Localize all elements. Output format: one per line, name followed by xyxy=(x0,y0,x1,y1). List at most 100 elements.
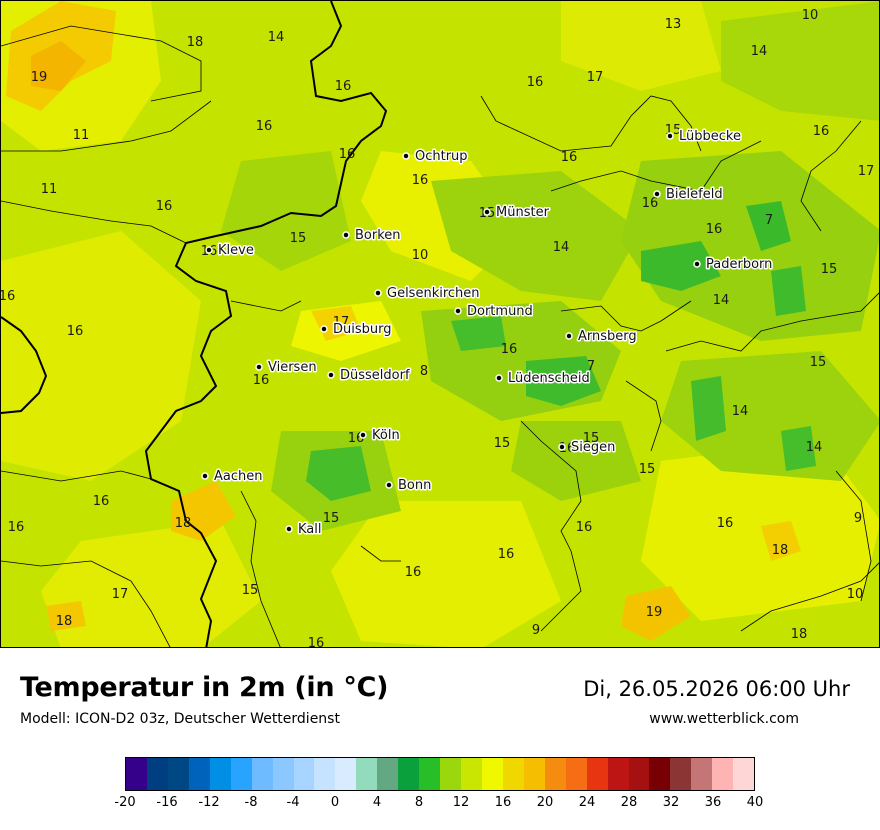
city-marker: Bielefeld xyxy=(653,186,724,204)
temperature-patches xyxy=(1,1,879,647)
legend-tick-label: -4 xyxy=(286,795,300,810)
legend-swatch xyxy=(377,758,399,790)
legend-swatch xyxy=(649,758,671,790)
map-value-label: 14 xyxy=(268,30,285,45)
map-value-label: 8 xyxy=(420,364,428,379)
map-value-label: 17 xyxy=(587,70,604,85)
city-dot xyxy=(374,289,382,297)
city-label: Münster xyxy=(496,205,550,220)
city-dot xyxy=(320,325,328,333)
map-value-label: 14 xyxy=(713,293,730,308)
city-dot xyxy=(201,472,209,480)
city-dot xyxy=(483,208,491,216)
map-value-label: 18 xyxy=(56,614,73,629)
city-marker: Viersen xyxy=(255,359,318,377)
city-marker: Paderborn xyxy=(693,256,774,274)
city-dot xyxy=(653,190,661,198)
map-values: 10 13 14 17 18 14 19 16 11 16 16 16 16 16 11 17 16 16 15 16… xyxy=(1,8,875,647)
map-value-label: 10 xyxy=(412,248,429,263)
city-label: Kall xyxy=(298,522,322,537)
website-link[interactable]: www.wetterblick.com xyxy=(649,711,799,727)
map-value-label: 14 xyxy=(732,404,749,419)
city-dot xyxy=(454,307,462,315)
city-label: Ochtrup xyxy=(415,149,468,164)
legend-tick-label: 28 xyxy=(620,795,638,810)
city-marker: Bonn xyxy=(385,477,433,495)
city-label: Kleve xyxy=(218,243,254,258)
city-marker: Ochtrup xyxy=(402,148,469,166)
map-value-label: 14 xyxy=(806,440,823,455)
legend-swatch xyxy=(335,758,357,790)
legend-swatch xyxy=(628,758,650,790)
legend-tick-label: 0 xyxy=(330,795,340,810)
legend-tick-label: 20 xyxy=(536,795,554,810)
map-value-label: 16 xyxy=(642,196,659,211)
map-value-label: 18 xyxy=(772,543,789,558)
map-value-label: 15 xyxy=(583,431,600,446)
city-label: Lüdenscheid xyxy=(508,371,590,386)
city-label: Viersen xyxy=(268,360,317,375)
legend-swatch xyxy=(691,758,713,790)
legend-tick-label: 36 xyxy=(704,795,722,810)
map-canvas: 10 13 14 17 18 14 19 16 11 16 16 16 16 16 11 17 16 16 15 16… xyxy=(1,1,879,647)
map-value-label: 16 xyxy=(498,547,515,562)
legend-tick-label: 24 xyxy=(578,795,596,810)
legend-swatch xyxy=(607,758,629,790)
map-value-label: 19 xyxy=(646,605,663,620)
legend-swatch xyxy=(712,758,734,790)
city-dot xyxy=(495,374,503,382)
city-marker: Lüdenscheid xyxy=(495,370,591,388)
city-dot xyxy=(285,525,293,533)
city-label: Lübbecke xyxy=(679,129,741,144)
map-value-label: 16 xyxy=(253,373,270,388)
city-marker: Köln xyxy=(359,427,401,445)
city-label: Düsseldorf xyxy=(340,368,410,383)
city-label: Gelsenkirchen xyxy=(387,286,480,301)
map-value-label: 15 xyxy=(821,262,838,277)
city-dot xyxy=(342,231,350,239)
city-label: Arnsberg xyxy=(578,329,637,344)
map-value-label: 16 xyxy=(93,494,110,509)
map-value-label: 16 xyxy=(156,199,173,214)
legend-swatch xyxy=(167,758,189,790)
legend-swatch xyxy=(188,758,210,790)
map-value-label: 16 xyxy=(717,516,734,531)
city-label: Köln xyxy=(372,428,400,443)
map-value-label: 16 xyxy=(813,124,830,139)
map-value-label: 13 xyxy=(665,17,682,32)
city-marker: Duisburg xyxy=(320,321,393,339)
legend-swatch xyxy=(251,758,273,790)
map-value-label: 14 xyxy=(751,44,768,59)
map-value-label: 17 xyxy=(858,164,875,179)
legend-swatch xyxy=(314,758,336,790)
city-dot xyxy=(402,152,410,160)
city-marker: Aachen xyxy=(201,468,264,486)
map-value-label: 9 xyxy=(854,511,862,526)
legend-swatch xyxy=(398,758,420,790)
legend-tick-label: 12 xyxy=(452,795,470,810)
city-dot xyxy=(666,132,674,140)
city-dot xyxy=(693,260,701,268)
legend-swatch xyxy=(440,758,461,790)
legend-swatch xyxy=(126,758,147,790)
map-value-label: 7 xyxy=(765,213,773,228)
legend-tick-label: -12 xyxy=(198,795,220,810)
legend-tick-label: -20 xyxy=(114,795,136,810)
map-value-label: 16 xyxy=(8,520,25,535)
city-marker: Kall xyxy=(285,521,323,539)
map-value-label: 16 xyxy=(412,173,429,188)
legend-tick-label: 32 xyxy=(662,795,680,810)
legend-tick-label: 4 xyxy=(372,795,382,810)
city-marker: Düsseldorf xyxy=(327,367,411,385)
forecast-datetime: Di, 26.05.2026 06:00 Uhr xyxy=(583,677,850,701)
map-value-label: 15 xyxy=(639,462,656,477)
city-label: Bonn xyxy=(398,478,431,493)
map-value-label: 17 xyxy=(333,315,350,330)
model-credit: Modell: ICON-D2 03z, Deutscher Wetterdie… xyxy=(20,711,340,727)
city-marker: Gelsenkirchen xyxy=(374,285,481,303)
map-value-label: 19 xyxy=(31,70,48,85)
city-dot xyxy=(385,481,393,489)
chart-title: Temperatur in 2m (in °C) xyxy=(20,672,389,703)
city-label: Aachen xyxy=(214,469,262,484)
map-value-label: 16 xyxy=(501,342,518,357)
